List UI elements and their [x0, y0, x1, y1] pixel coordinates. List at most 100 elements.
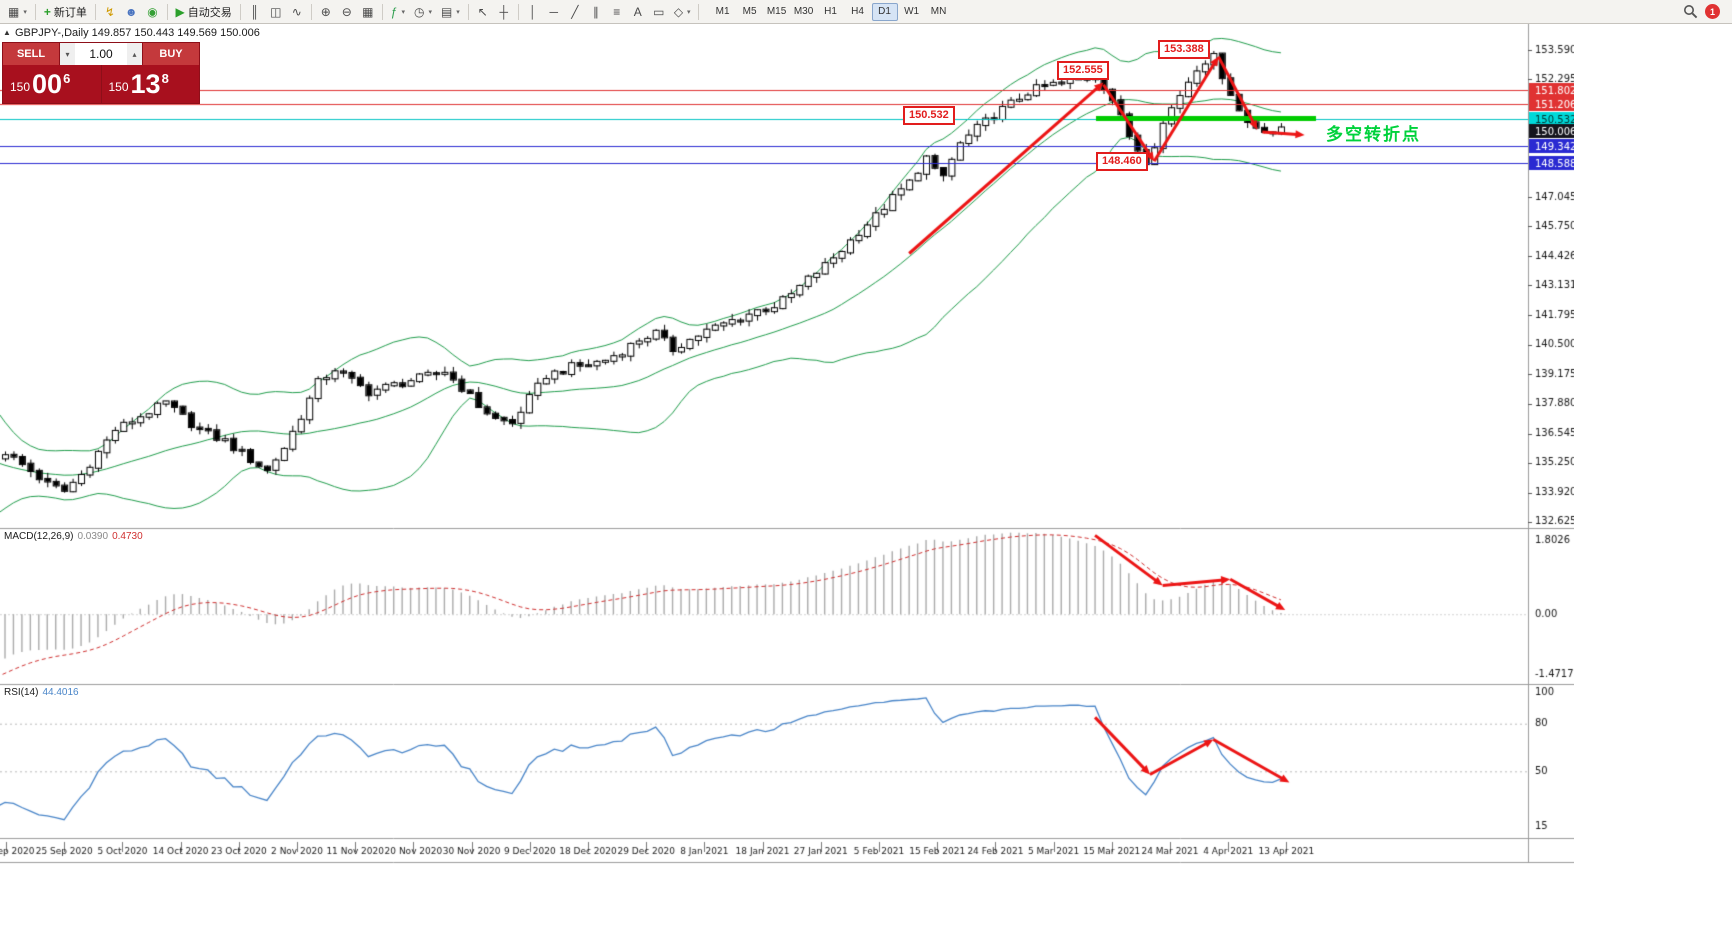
timeframe-m30[interactable]: M30 [793, 6, 814, 17]
horizontal-line-icon: ─ [549, 4, 559, 19]
bar-chart-icon: ║ [250, 4, 259, 19]
timeframe-m5[interactable]: M5 [742, 6, 757, 17]
horizontal-line-icon[interactable]: ─ [544, 2, 564, 22]
trendline-icon[interactable]: ╱ [565, 2, 585, 22]
community-icon: ◉ [147, 4, 158, 19]
volume-control: ▾ ▴ [59, 43, 143, 65]
shapes-icon[interactable]: ◇ ▾ [670, 2, 695, 22]
profile-icon: ☻ [124, 4, 138, 19]
chevron-down-icon: ▾ [428, 8, 432, 16]
trade-panel-header-row: SELL ▾ ▴ BUY [3, 43, 199, 65]
toolbar-separator [467, 3, 469, 20]
timeframe-h4[interactable]: H4 [851, 6, 864, 17]
macd-indicator-label: MACD(12,26,9) 0.0390 0.4730 [4, 531, 143, 542]
vertical-line-icon: │ [529, 4, 537, 19]
chevron-down-icon: ▾ [23, 8, 27, 16]
price-callout-1[interactable]: 153.388 [1158, 40, 1210, 59]
indicators-icon: ƒ [390, 4, 398, 19]
toolbar-right: 1 [1683, 4, 1728, 19]
text-icon[interactable]: A [628, 2, 648, 22]
crosshair-icon: ┼ [499, 4, 509, 19]
line-chart-icon: ∿ [291, 4, 302, 19]
zoom-in-icon[interactable]: ⊕ [316, 2, 336, 22]
templates-icon: ▤ [440, 4, 453, 19]
candlestick-icon: ◫ [270, 4, 282, 19]
new-order-button[interactable]: + 新订单 [40, 2, 91, 22]
alerts-icon: ↯ [104, 4, 115, 19]
new-chart-icon[interactable]: ▦ ▾ [4, 2, 31, 22]
cursor-icon: ↖ [477, 4, 488, 19]
autotrading-button[interactable]: ▶ 自动交易 [172, 2, 236, 22]
new-order-button: + [43, 4, 51, 19]
turning-point-annotation[interactable]: 多空转折点 [1326, 125, 1421, 144]
templates-icon[interactable]: ▤ ▾ [437, 2, 464, 22]
chart-region: ▲ GBPJPY-,Daily 149.857 150.443 149.569 … [0, 24, 1574, 946]
toolbar-separator [94, 3, 96, 20]
search-icon[interactable] [1683, 4, 1698, 19]
toolbar-separator [697, 3, 699, 20]
zoom-out-icon[interactable]: ⊖ [337, 2, 357, 22]
channel-icon: ∥ [592, 4, 599, 19]
sell-price-sup: 6 [63, 70, 71, 86]
candlestick-icon[interactable]: ◫ [266, 2, 286, 22]
timeframe-m15[interactable]: M15 [766, 6, 787, 17]
profile-icon[interactable]: ☻ [121, 2, 142, 22]
chevron-down-icon: ▾ [401, 8, 405, 16]
buy-price-button[interactable]: 150 13 8 [102, 65, 200, 103]
trade-panel-divider [100, 65, 102, 103]
volume-input[interactable] [75, 43, 127, 65]
buy-button[interactable]: BUY [159, 48, 183, 60]
price-callout-2[interactable]: 150.532 [903, 106, 955, 125]
crosshair-icon[interactable]: ┼ [494, 2, 514, 22]
vertical-line-icon[interactable]: │ [523, 2, 543, 22]
chevron-down-icon: ▾ [687, 8, 691, 16]
fibonacci-icon[interactable]: ≡ [607, 2, 627, 22]
zoom-out-icon: ⊖ [341, 4, 352, 19]
one-click-collapse-icon[interactable]: ▲ [3, 28, 11, 37]
zoom-in-icon: ⊕ [320, 4, 331, 19]
volume-decrease-button[interactable]: ▾ [60, 43, 75, 65]
new-order-button-label: 新订单 [53, 6, 87, 19]
macd-name: MACD(12,26,9) [4, 531, 74, 542]
timeframes-icon: ◷ [413, 4, 425, 19]
toolbar-separator [239, 3, 241, 20]
trendline-icon: ╱ [571, 4, 579, 19]
timeframe-h1[interactable]: H1 [824, 6, 837, 17]
timeframe-d1[interactable]: D1 [871, 2, 898, 21]
bar-chart-icon[interactable]: ║ [245, 2, 265, 22]
sell-price-prefix: 150 [10, 80, 31, 94]
toolbar-separator [166, 3, 168, 20]
community-icon[interactable]: ◉ [143, 2, 163, 22]
toolbar-icon-groups: ▦ ▾ + 新订单 ↯ ☻ ◉ ▶ 自动交易 ║ ◫ ∿ ⊕ ⊖ ▦ ƒ ▾ ◷ ▾ ▤ ▾ ↖ ┼ │ ─ ╱ ∥ ≡ A ▭ ◇ ▾ [4, 2, 695, 22]
chart-canvas[interactable] [0, 24, 1574, 946]
macd-value-signal: 0.4730 [112, 531, 143, 542]
label-icon[interactable]: ▭ [649, 2, 669, 22]
toolbar-separator [310, 3, 312, 20]
rsi-indicator-label: RSI(14) 44.4016 [4, 687, 79, 698]
timeframe-w1[interactable]: W1 [904, 6, 920, 17]
cursor-icon[interactable]: ↖ [473, 2, 493, 22]
timeframes-icon[interactable]: ◷ ▾ [410, 2, 436, 22]
sell-price-button[interactable]: 150 00 6 [3, 65, 101, 103]
price-callout-3[interactable]: 148.460 [1096, 152, 1148, 171]
sell-button[interactable]: SELL [16, 48, 46, 60]
buy-price-big: 13 [130, 68, 161, 99]
tile-windows-icon[interactable]: ▦ [358, 2, 378, 22]
fibonacci-icon: ≡ [613, 4, 621, 19]
autotrading-button-label: 自动交易 [187, 6, 232, 19]
indicators-icon[interactable]: ƒ ▾ [387, 2, 409, 22]
alerts-icon[interactable]: ↯ [100, 2, 120, 22]
channel-icon[interactable]: ∥ [586, 2, 606, 22]
line-chart-icon[interactable]: ∿ [287, 2, 307, 22]
timeframe-m1[interactable]: M1 [715, 6, 730, 17]
volume-increase-button[interactable]: ▴ [127, 43, 142, 65]
timeframe-mn[interactable]: MN [930, 6, 947, 17]
price-callout-0[interactable]: 152.555 [1057, 61, 1109, 80]
shapes-icon: ◇ [673, 4, 684, 19]
sell-price-big: 00 [32, 68, 63, 99]
tile-windows-icon: ▦ [362, 4, 374, 19]
rsi-name: RSI(14) [4, 687, 39, 698]
notification-badge[interactable]: 1 [1705, 4, 1720, 19]
autotrading-button: ▶ [175, 4, 185, 19]
